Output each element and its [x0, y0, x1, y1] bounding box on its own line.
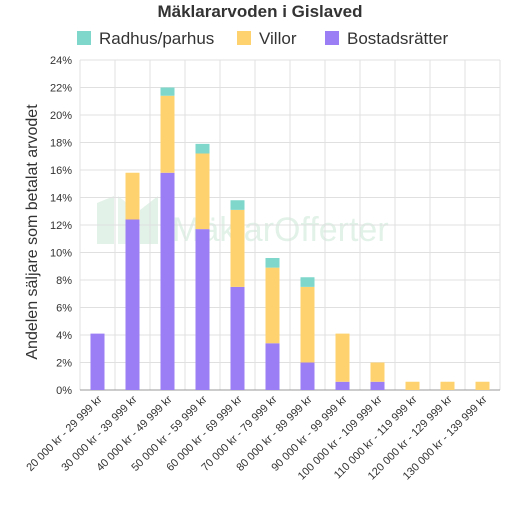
bar-villor [475, 381, 490, 390]
y-tick-label: 14% [50, 193, 72, 205]
y-tick-label: 6% [56, 303, 72, 315]
bar-villor [440, 381, 455, 390]
legend-swatch [237, 31, 251, 45]
y-tick-label: 22% [50, 83, 72, 95]
bar-bostadsr-tter [370, 381, 385, 390]
legend: Radhus/parhus Villor Bostadsrätter [77, 29, 448, 48]
bar-villor [265, 267, 280, 344]
bar-villor [335, 333, 350, 382]
y-tick-label: 0% [56, 385, 72, 397]
legend-swatch [325, 31, 339, 45]
y-axis-ticks: 0% 2% 4% 6% 8% 10% 12% 14% 16% 18% 20% 22% 24% [50, 55, 72, 397]
chart-title: Mäklararvoden i Gislaved [157, 2, 362, 21]
bar-villor [195, 153, 210, 230]
y-tick-label: 4% [56, 330, 72, 342]
y-axis-label: Andelen säljare som betalat arvodet [24, 104, 41, 360]
grid [79, 59, 501, 391]
bar-bostadsr-tter [230, 286, 245, 390]
bar-radhus-parhus [230, 200, 245, 210]
bar-villor [230, 209, 245, 287]
bar-bostadsr-tter [335, 381, 350, 390]
bar-bostadsr-tter [125, 219, 140, 390]
bar-bostadsr-tter [90, 333, 105, 390]
y-tick-label: 2% [56, 358, 72, 370]
y-tick-label: 8% [56, 275, 72, 287]
bar-radhus-parhus [160, 87, 175, 96]
legend-label: Bostadsrätter [347, 29, 448, 48]
y-tick-label: 18% [50, 138, 72, 150]
y-tick-label: 24% [50, 55, 72, 67]
bar-villor [300, 286, 315, 363]
bar-villor [405, 381, 420, 390]
y-tick-label: 10% [50, 248, 72, 260]
legend-swatch [77, 31, 91, 45]
bar-villor [370, 362, 385, 382]
y-tick-label: 16% [50, 165, 72, 177]
bar-bostadsr-tter [300, 362, 315, 390]
y-tick-label: 20% [50, 110, 72, 122]
bar-bostadsr-tter [265, 343, 280, 390]
bar-bostadsr-tter [195, 229, 210, 390]
bar-villor [125, 172, 140, 220]
bars [90, 87, 490, 390]
bar-radhus-parhus [195, 143, 210, 154]
bar-radhus-parhus [265, 258, 280, 268]
y-tick-label: 12% [50, 220, 72, 232]
bar-bostadsr-tter [160, 172, 175, 390]
legend-label: Radhus/parhus [99, 29, 214, 48]
bar-radhus-parhus [300, 277, 315, 287]
legend-label: Villor [259, 29, 297, 48]
bar-villor [160, 95, 175, 173]
